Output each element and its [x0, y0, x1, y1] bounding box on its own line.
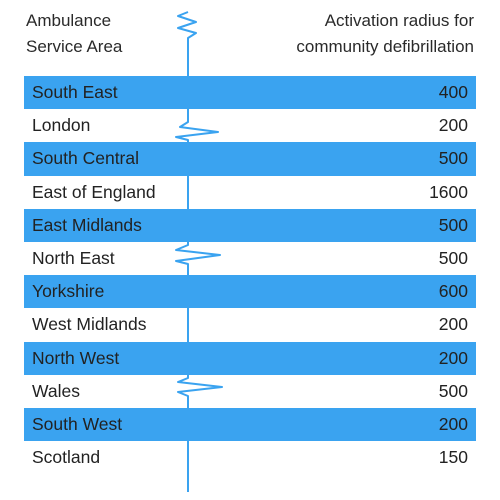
column-header-area: Ambulance Service Area: [26, 11, 123, 56]
radius-value: 500: [438, 214, 468, 235]
radius-value: 400: [438, 82, 468, 103]
radius-value: 200: [438, 347, 468, 368]
table-row: East Midlands 500: [24, 208, 476, 242]
column-header-radius: Activation radius for community defibril…: [296, 11, 474, 56]
area-name: Wales: [32, 380, 80, 401]
table-row: North East 500: [24, 242, 476, 275]
table-row: Wales 500: [24, 375, 476, 408]
table-row: South West 200: [24, 407, 476, 442]
table-row: East of England 1600: [24, 176, 476, 209]
service-area-table: South East 400 London 200 South Central …: [24, 76, 476, 474]
radius-value: 200: [438, 413, 468, 434]
radius-value: 150: [438, 447, 468, 468]
area-name: West Midlands: [32, 314, 147, 335]
radius-value: 200: [438, 115, 468, 136]
area-name: East of England: [32, 181, 156, 202]
radius-value: 500: [438, 248, 468, 269]
area-name: North East: [32, 248, 115, 269]
area-name: South Central: [32, 148, 140, 169]
area-name: South East: [32, 82, 118, 103]
radius-value: 1600: [429, 181, 468, 202]
radius-value: 600: [438, 281, 468, 302]
area-name: London: [32, 115, 91, 136]
radius-value: 500: [438, 148, 468, 169]
table-row: West Midlands 200: [24, 308, 476, 341]
area-name: East Midlands: [32, 214, 142, 235]
table-row: North West 200: [24, 341, 476, 375]
area-name: Yorkshire: [32, 281, 105, 302]
table-row: South East 400: [24, 76, 476, 110]
area-name: North West: [32, 347, 120, 368]
table-row: London 200: [24, 109, 476, 142]
area-name: Scotland: [32, 447, 101, 468]
table-row: South Central 500: [24, 142, 476, 176]
radius-value: 500: [438, 380, 468, 401]
table-row: Yorkshire 600: [24, 275, 476, 309]
table-row: Scotland 150: [24, 441, 476, 474]
radius-value: 200: [438, 314, 468, 335]
area-name: South West: [32, 413, 123, 434]
